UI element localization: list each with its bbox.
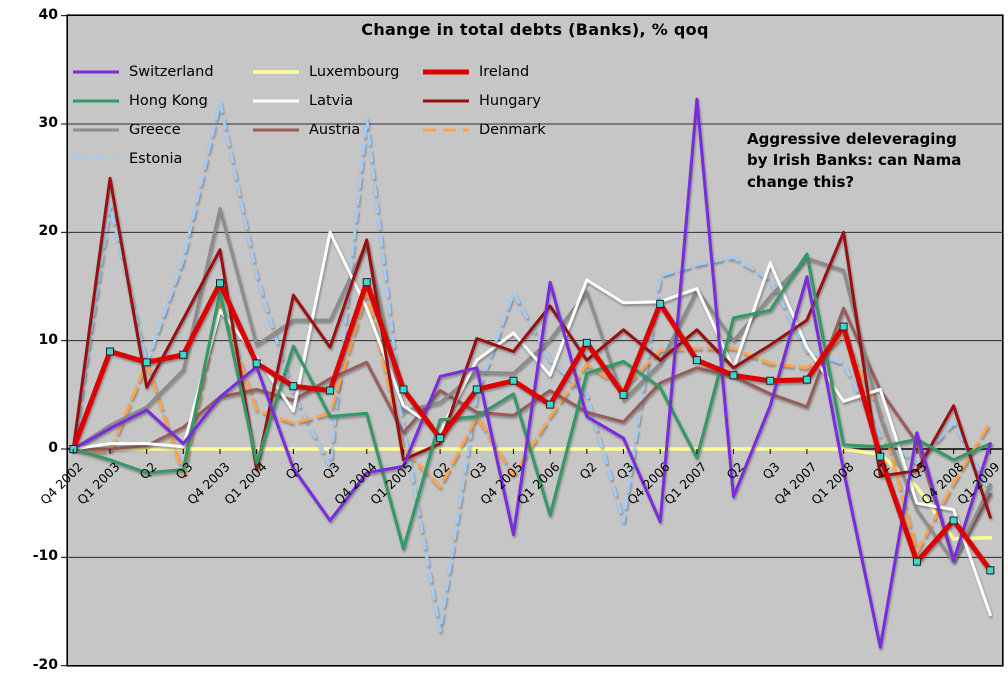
ireland-marker [619, 390, 628, 399]
ireland-marker [179, 350, 188, 359]
y-tick-label: 10 [38, 331, 58, 348]
legend-label: Luxembourg [309, 63, 400, 80]
legend-item-latvia: Latvia [252, 93, 422, 109]
legend-swatch [253, 69, 299, 74]
ireland-marker [986, 566, 995, 575]
legend-swatch [73, 70, 119, 73]
legend-label: Switzerland [129, 63, 214, 80]
y-tick-label: -20 [32, 656, 58, 673]
ireland-marker [472, 385, 481, 394]
legend-item-greece: Greece [72, 122, 252, 138]
ireland-marker [399, 385, 408, 394]
legend-swatch [423, 69, 469, 74]
legend-item-estonia: Estonia [72, 151, 252, 167]
legend-item-hungary: Hungary [422, 93, 612, 109]
ireland-marker [252, 359, 261, 368]
y-tick-label: 0 [48, 440, 58, 456]
ireland-marker [839, 322, 848, 331]
legend-item-hong-kong: Hong Kong [72, 93, 252, 109]
legend-label: Hungary [479, 92, 541, 109]
legend-label: Ireland [479, 63, 530, 80]
series-ireland [70, 279, 993, 573]
series-switzerland [71, 97, 992, 649]
legend-swatch [423, 128, 469, 131]
legend-swatch [73, 157, 119, 160]
ireland-marker [289, 382, 298, 391]
legend-swatch [253, 99, 299, 102]
y-tick-label: -10 [32, 548, 58, 565]
ireland-marker [802, 375, 811, 384]
y-tick-label: 20 [38, 223, 58, 240]
ireland-marker [766, 376, 775, 385]
ireland-marker [546, 400, 555, 409]
legend-label: Latvia [309, 92, 354, 109]
chart-title: Change in total debts (Banks), % qoq [361, 20, 709, 39]
ireland-marker [949, 516, 958, 525]
chart-annotation: Aggressive deleveraging by Irish Banks: … [747, 130, 962, 191]
legend-swatch [423, 99, 469, 102]
ireland-marker [216, 279, 225, 288]
series-hungary [71, 176, 992, 519]
legend-item-luxembourg: Luxembourg [252, 64, 422, 80]
legend-label: Estonia [129, 150, 183, 167]
ireland-marker [362, 278, 371, 287]
legend-swatch [253, 128, 299, 131]
ireland-marker [326, 386, 335, 395]
ireland-marker [582, 338, 591, 347]
ireland-marker [912, 557, 921, 566]
legend-swatch [73, 128, 119, 131]
ireland-marker [729, 371, 738, 380]
legend: Switzerland Luxembourg Ireland Hong Kong Lat… [72, 57, 612, 173]
legend-label: Austria [309, 121, 361, 138]
legend-label: Denmark [479, 121, 546, 138]
legend-label: Hong Kong [129, 92, 208, 109]
y-tick-label: 30 [38, 115, 58, 131]
ireland-marker [509, 376, 518, 385]
legend-item-denmark: Denmark [422, 122, 612, 138]
series-hong-kong [71, 252, 992, 551]
y-tick-label: 40 [38, 6, 58, 23]
ireland-marker [142, 358, 151, 367]
ireland-marker [105, 347, 114, 356]
ireland-marker [692, 356, 701, 365]
legend-swatch [73, 99, 119, 102]
series-luxembourg [71, 447, 993, 541]
ireland-marker [436, 434, 445, 443]
legend-item-austria: Austria [252, 122, 422, 138]
legend-item-ireland: Ireland [422, 64, 612, 80]
legend-label: Greece [129, 121, 181, 138]
ireland-marker [656, 299, 665, 308]
legend-item-switzerland: Switzerland [72, 64, 252, 80]
